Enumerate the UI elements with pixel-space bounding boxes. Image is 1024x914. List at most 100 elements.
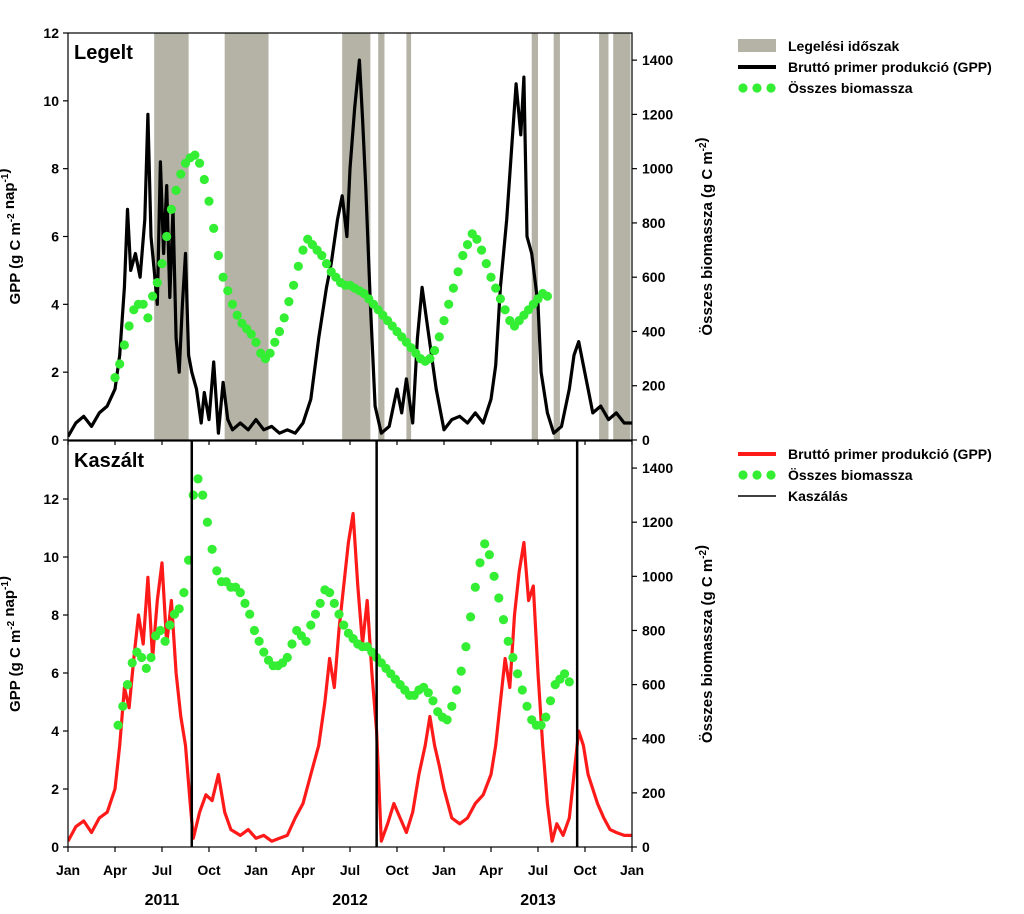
y-tick-label-left: 6 xyxy=(51,665,59,681)
biomass-point xyxy=(176,169,186,179)
biomass-point xyxy=(315,598,325,609)
y-tick-label-right: 600 xyxy=(642,677,666,693)
year-label: 2011 xyxy=(145,892,180,909)
biomass-point xyxy=(475,558,485,568)
y-tick-label-left: 6 xyxy=(51,229,59,245)
x-tick-label: Oct xyxy=(385,862,409,878)
biomass-point xyxy=(188,490,198,500)
biomass-point xyxy=(462,240,473,250)
y-tick-label-left: 8 xyxy=(51,607,59,623)
biomass-point xyxy=(513,669,523,679)
grazing-period-6 xyxy=(553,33,560,440)
biomass-point xyxy=(282,652,292,663)
x-tick-label: Jan xyxy=(56,862,80,878)
biomass-point xyxy=(265,348,275,358)
biomass-point xyxy=(166,204,176,214)
legend-label: Összes biomassza xyxy=(788,80,913,96)
biomass-point xyxy=(240,598,250,609)
y-tick-label-left: 12 xyxy=(43,491,59,507)
y-axis-title-left: GPP (g C m-2 nap-1) xyxy=(0,576,24,712)
legend-label: Összes biomassza xyxy=(788,467,913,483)
biomass-point xyxy=(232,310,242,320)
y-tick-label-left: 0 xyxy=(51,432,59,448)
biomass-point xyxy=(274,326,285,337)
legend-swatch-biomass xyxy=(752,470,762,480)
x-tick-label: Jul xyxy=(152,862,172,878)
biomass-point xyxy=(329,598,339,609)
y-tick-label-right: 1000 xyxy=(642,161,673,177)
biomass-point xyxy=(284,297,294,307)
year-label: 2013 xyxy=(520,892,556,909)
biomass-point xyxy=(508,652,518,663)
biomass-point xyxy=(472,234,482,244)
biomass-point xyxy=(171,185,181,195)
biomass-point xyxy=(480,539,490,549)
y-tick-label-right: 1400 xyxy=(642,52,673,68)
legend-label: Legelési időszak xyxy=(788,38,899,54)
biomass-point xyxy=(235,588,245,598)
grazing-period-1 xyxy=(224,33,269,440)
panel-title: Legelt xyxy=(74,42,133,64)
y-tick-label-right: 1200 xyxy=(642,514,673,530)
grazing-period-3 xyxy=(378,33,385,440)
y-tick-label-right: 600 xyxy=(642,269,666,285)
biomass-point xyxy=(124,321,134,331)
biomass-point xyxy=(564,677,574,687)
y-tick-label-right: 1000 xyxy=(642,568,673,584)
biomass-point xyxy=(254,636,264,646)
grazing-period-5 xyxy=(531,33,538,440)
biomass-point xyxy=(325,588,335,598)
legend-swatch-biomass xyxy=(752,83,762,93)
biomass-point xyxy=(148,291,158,301)
biomass-point xyxy=(141,663,151,674)
legend-swatch-biomass xyxy=(738,470,748,480)
x-tick-label: Apr xyxy=(103,862,128,878)
biomass-point xyxy=(223,286,233,296)
grazing-period-7 xyxy=(599,33,609,440)
biomass-point xyxy=(425,354,435,364)
biomass-point xyxy=(246,329,256,339)
biomass-point xyxy=(160,636,170,646)
x-tick-label: Oct xyxy=(197,862,221,878)
biomass-point xyxy=(310,609,321,619)
x-tick-label: Apr xyxy=(479,862,504,878)
y-axis-title-right: Összes biomassza (g C m-2) xyxy=(693,137,716,335)
biomass-point xyxy=(484,550,494,560)
biomass-point xyxy=(113,720,123,730)
gpp-line xyxy=(68,511,632,843)
y-tick-label-left: 2 xyxy=(51,781,59,797)
y-tick-label-left: 8 xyxy=(51,161,59,177)
biomass-point xyxy=(204,196,214,206)
biomass-point xyxy=(498,615,509,625)
legend-swatch-grazing xyxy=(738,39,776,52)
panel-kaszalt: 0 2 4 6 8 10 12 0 200 400 600 800 1000 1200 1400 Kaszál… xyxy=(0,440,992,855)
biomass-point xyxy=(444,299,454,309)
biomass-point xyxy=(179,588,189,598)
y-tick-label-right: 0 xyxy=(642,839,650,855)
y-tick-label-right: 800 xyxy=(642,215,666,231)
biomass-point xyxy=(146,652,156,663)
biomass-point xyxy=(545,696,556,706)
legend-swatch-biomass xyxy=(766,83,776,93)
biomass-point xyxy=(321,259,332,269)
biomass-point xyxy=(334,609,344,619)
biomass-point xyxy=(428,696,438,706)
x-tick-label: Oct xyxy=(573,862,597,878)
biomass-point xyxy=(470,582,480,592)
biomass-point xyxy=(190,150,200,160)
y-tick-label-right: 400 xyxy=(642,731,666,747)
biomass-point xyxy=(162,231,172,242)
y-axis-title-left: GPP (g C m-2 nap-1) xyxy=(0,169,24,305)
x-tick-label: Apr xyxy=(291,862,316,878)
y-tick-label-right: 1400 xyxy=(642,460,673,476)
biomass-point xyxy=(317,250,327,261)
biomass-point xyxy=(500,305,510,315)
y-axis-title-right: Összes biomassza (g C m-2) xyxy=(693,545,716,743)
biomass-point xyxy=(517,685,527,695)
biomass-point xyxy=(202,517,212,527)
grazing-period-4 xyxy=(406,33,412,440)
biomass-point xyxy=(289,280,299,290)
grazing-period-8 xyxy=(613,33,631,440)
biomass-point xyxy=(423,688,433,698)
y-tick-label-right: 400 xyxy=(642,323,666,339)
